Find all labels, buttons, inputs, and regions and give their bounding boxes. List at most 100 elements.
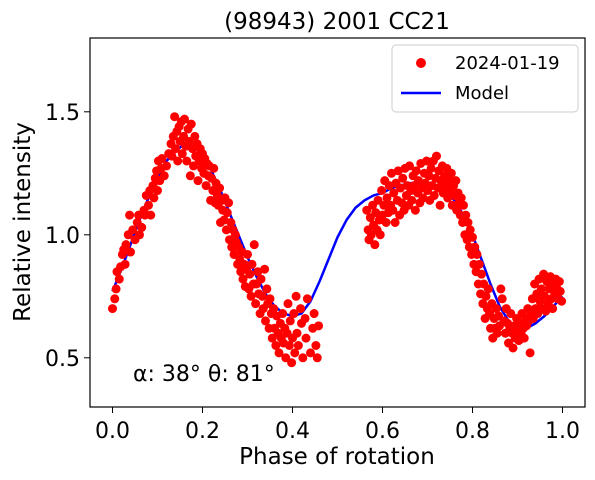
data-point <box>410 205 420 215</box>
data-point <box>302 294 312 304</box>
data-point <box>451 176 461 186</box>
data-point <box>539 269 549 279</box>
data-point <box>459 200 468 210</box>
data-point <box>180 114 189 124</box>
data-point <box>468 232 477 242</box>
data-point <box>162 161 171 171</box>
data-point <box>397 198 407 208</box>
data-point <box>125 210 135 220</box>
data-point <box>379 200 389 210</box>
data-point <box>238 274 248 284</box>
data-point <box>128 225 138 235</box>
data-point <box>111 284 121 294</box>
data-point <box>306 348 315 358</box>
data-point <box>554 277 564 287</box>
data-point <box>508 343 518 353</box>
data-point <box>375 230 385 240</box>
data-point <box>185 171 195 181</box>
chart-title: (98943) 2001 CC21 <box>224 9 450 35</box>
data-point <box>519 333 529 343</box>
data-point <box>243 249 252 259</box>
data-point <box>496 284 506 294</box>
data-point <box>137 222 147 232</box>
legend-marker-observations <box>416 58 426 68</box>
data-point <box>557 296 567 306</box>
data-point <box>289 309 299 319</box>
data-point <box>296 304 306 314</box>
data-point <box>456 193 466 203</box>
data-point <box>114 274 124 284</box>
data-point <box>284 341 294 350</box>
data-point <box>477 269 486 279</box>
legend: 2024-01-19 Model <box>391 44 579 113</box>
data-point <box>144 200 153 210</box>
data-point <box>146 210 156 220</box>
data-point <box>474 259 484 269</box>
data-point <box>201 181 211 191</box>
data-point <box>253 267 263 277</box>
data-point <box>215 183 225 193</box>
data-points <box>108 112 567 368</box>
data-point <box>285 316 295 326</box>
data-point <box>261 316 270 326</box>
data-point <box>398 173 408 183</box>
x-axis-label: Phase of rotation <box>239 444 435 470</box>
data-point <box>432 151 441 161</box>
data-point <box>382 193 392 203</box>
data-point <box>422 156 432 166</box>
legend-label-observations: 2024-01-19 <box>455 53 560 74</box>
legend-label-model: Model <box>455 83 509 104</box>
data-point <box>481 291 491 301</box>
data-point <box>497 294 507 304</box>
data-point <box>377 186 387 196</box>
data-point <box>283 299 293 309</box>
data-point <box>411 166 421 176</box>
data-point <box>420 178 430 188</box>
plot-frame <box>89 37 586 408</box>
data-point <box>492 328 502 338</box>
data-point <box>173 156 183 166</box>
x-tick-label: 0.6 <box>365 419 400 444</box>
data-point <box>525 348 535 358</box>
data-point <box>472 249 482 259</box>
data-point <box>301 333 311 343</box>
data-point <box>256 274 266 284</box>
data-point <box>396 183 405 193</box>
data-point <box>126 247 135 257</box>
data-point <box>209 163 219 173</box>
data-point <box>230 230 240 240</box>
data-point <box>470 242 480 252</box>
data-point <box>414 176 423 186</box>
data-point <box>541 306 551 316</box>
data-point <box>170 112 180 122</box>
data-point <box>219 215 229 225</box>
x-tick-label: 0.4 <box>275 419 310 444</box>
data-point <box>388 205 398 215</box>
data-point <box>193 176 203 186</box>
data-point <box>247 259 257 269</box>
data-point <box>269 304 279 314</box>
data-point <box>381 218 391 227</box>
data-point <box>309 309 319 319</box>
data-point <box>265 294 275 304</box>
data-point <box>260 264 270 274</box>
data-point <box>384 181 394 191</box>
data-point <box>298 353 308 363</box>
data-point <box>443 193 453 203</box>
data-point <box>461 210 471 220</box>
data-point <box>182 156 192 166</box>
y-axis-label: Relative intensity <box>10 122 36 322</box>
data-point <box>407 195 417 205</box>
data-point <box>536 284 546 294</box>
data-point <box>540 291 549 301</box>
data-point <box>177 149 187 159</box>
data-point <box>418 193 428 203</box>
data-point <box>312 353 322 363</box>
data-point <box>262 284 272 294</box>
data-point <box>293 341 303 350</box>
data-point <box>390 218 400 227</box>
data-point <box>300 313 310 323</box>
data-point <box>135 230 144 240</box>
data-point <box>435 200 445 210</box>
